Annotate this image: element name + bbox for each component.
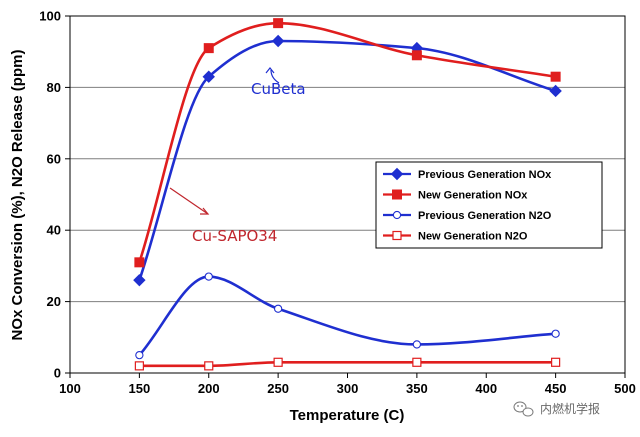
x-tick-label-200: 200 xyxy=(198,381,220,396)
legend-marker xyxy=(392,189,402,200)
point-new-generation-nox-150 xyxy=(134,257,145,268)
legend-items: Previous Generation NOx New Generation NO… xyxy=(383,167,552,243)
point-new-generation-n2o-150 xyxy=(134,361,144,371)
series-line-previous-generation-n2o xyxy=(138,275,557,357)
y-tick-label-60: 60 xyxy=(47,151,61,166)
point-previous-generation-n2o-150 xyxy=(135,350,144,360)
annotation-cubeta-arrowhead xyxy=(265,67,275,74)
watermark: 内燃机学报 xyxy=(513,401,600,417)
series-new-generation-n2o xyxy=(134,357,561,371)
legend-item-previous-generation-n2o: Previous Generation N2O xyxy=(383,210,552,222)
annotation-cusapo34-arrowhead xyxy=(200,207,210,215)
y-tick-label-0: 0 xyxy=(54,366,61,381)
x-tick-label-250: 250 xyxy=(267,381,289,396)
annotation-cusapo34-arrow xyxy=(169,187,209,215)
point-new-generation-n2o-350 xyxy=(412,357,422,367)
series-previous-generation-n2o xyxy=(135,272,560,360)
point-previous-generation-nox-200 xyxy=(202,70,215,83)
legend-label: New Generation NOx xyxy=(418,190,528,202)
legend-marker xyxy=(392,210,402,220)
point-previous-generation-n2o-250 xyxy=(273,304,283,313)
annotation-cusapo34-label: Cu-SAPO34 xyxy=(192,227,277,245)
point-previous-generation-nox-250 xyxy=(271,34,285,48)
point-new-generation-n2o-200 xyxy=(204,361,214,371)
wechat-icon xyxy=(513,401,534,417)
legend-item-new-generation-n2o: New Generation N2O xyxy=(383,231,528,243)
legend-item-previous-generation-nox: Previous Generation NOx xyxy=(383,167,552,181)
point-new-generation-n2o-250 xyxy=(273,357,283,367)
legend-item-new-generation-nox: New Generation NOx xyxy=(383,189,528,202)
legend-label: Previous Generation NOx xyxy=(418,169,552,181)
series-layer xyxy=(133,18,562,371)
x-axis-ticks: 100 150 200 250 300 350 400 450 500 xyxy=(59,373,636,396)
point-new-generation-nox-250 xyxy=(273,18,284,29)
point-previous-generation-n2o-450 xyxy=(551,329,560,338)
point-new-generation-nox-200 xyxy=(203,43,214,54)
legend-label: Previous Generation N2O xyxy=(418,210,552,222)
x-tick-label-400: 400 xyxy=(475,381,497,396)
point-new-generation-nox-450 xyxy=(550,71,561,82)
x-tick-label-350: 350 xyxy=(406,381,428,396)
x-tick-label-300: 300 xyxy=(337,381,359,396)
point-previous-generation-n2o-200 xyxy=(204,272,213,281)
watermark-text: 内燃机学报 xyxy=(540,401,600,416)
x-axis-title: Temperature (C) xyxy=(290,407,405,424)
point-new-generation-n2o-450 xyxy=(551,357,561,367)
legend-label: New Generation N2O xyxy=(418,231,528,243)
y-tick-label-80: 80 xyxy=(47,80,61,95)
annotation-cubeta-label: CuBeta xyxy=(251,80,306,98)
series-line-new-generation-n2o xyxy=(138,360,557,368)
y-tick-label-40: 40 xyxy=(47,223,61,238)
point-previous-generation-n2o-350 xyxy=(412,340,422,349)
series-new-generation-nox xyxy=(134,18,561,268)
x-tick-label-150: 150 xyxy=(129,381,151,396)
annotation-cusapo34: Cu-SAPO34 xyxy=(169,187,277,245)
legend: Previous Generation NOx New Generation NO… xyxy=(375,161,603,249)
x-tick-label-500: 500 xyxy=(614,381,636,396)
point-new-generation-nox-350 xyxy=(411,50,422,61)
x-tick-label-450: 450 xyxy=(545,381,567,396)
x-tick-label-100: 100 xyxy=(59,381,81,396)
legend-marker xyxy=(390,167,404,181)
point-previous-generation-nox-450 xyxy=(549,84,562,98)
legend-box xyxy=(375,161,603,249)
point-previous-generation-nox-150 xyxy=(133,273,146,287)
y-tick-label-100: 100 xyxy=(39,9,61,24)
y-axis-ticks: 0 20 40 60 80 100 xyxy=(39,9,70,381)
annotation-cubeta-arrow xyxy=(270,69,280,84)
y-tick-label-20: 20 xyxy=(47,294,61,309)
y-axis-title: NOx Conversion (%), N2O Release (ppm) xyxy=(9,50,26,341)
annotation-cubeta: CuBeta xyxy=(251,67,306,98)
legend-marker xyxy=(392,230,402,241)
